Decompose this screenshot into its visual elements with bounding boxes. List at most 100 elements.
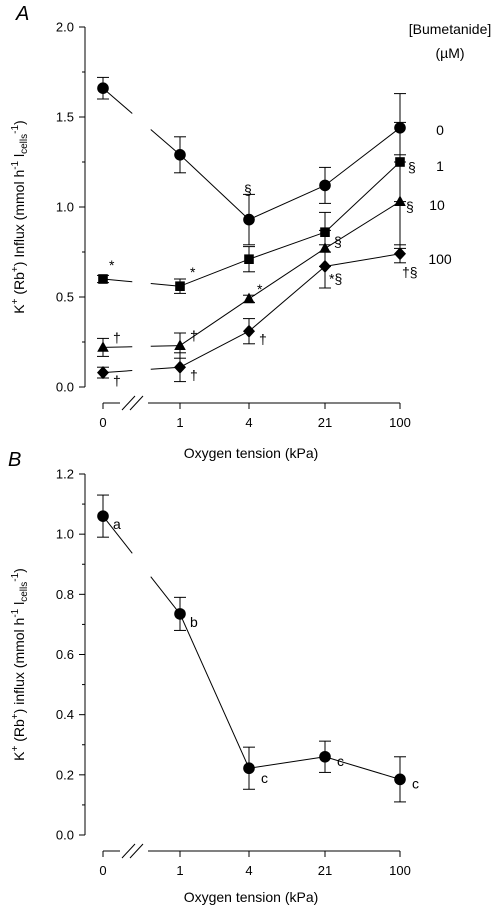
y-tick-label: 1.0	[56, 527, 74, 542]
series-line-segment	[248, 247, 326, 300]
significance-annotation: c	[337, 753, 344, 769]
x-tick-label: 1	[176, 415, 183, 430]
y-axis-label-text: K+​ (Rb+​) Influx (mmol h-1​ lcells​-1​)	[10, 120, 30, 313]
data-point	[319, 750, 331, 763]
series-line-segment	[150, 576, 181, 615]
data-point	[319, 259, 331, 273]
series-line-segment	[102, 346, 133, 348]
data-point	[174, 339, 186, 350]
significance-annotation: *	[190, 264, 196, 280]
series-line-segment	[324, 201, 401, 249]
y-tick-label: 0.8	[56, 587, 74, 602]
significance-annotation: †	[190, 328, 198, 344]
series-line-segment	[324, 253, 401, 267]
x-tick-label: 100	[389, 415, 411, 430]
data-point	[174, 360, 186, 374]
chart-panel-B: B 0.0 0.2 0.4 0.6 0.8 1.0 1.2 0 1 4 21 100 Oxygen ten…	[8, 449, 419, 905]
significance-annotation: §	[334, 233, 342, 249]
series-line-segment	[248, 266, 326, 332]
legend-title: [Bumetanide]	[409, 21, 492, 37]
series-line-segment	[248, 756, 326, 769]
x-tick-label: 1	[176, 863, 183, 878]
data-point	[97, 82, 109, 94]
x-tick-label: 21	[318, 415, 332, 430]
significance-annotation: a	[113, 516, 121, 532]
x-axis-label: Oxygen tension (kPa)	[184, 889, 319, 905]
x-tick-label: 100	[389, 863, 411, 878]
series-label-0: 0	[436, 122, 444, 138]
x-tick-label: 0	[99, 415, 106, 430]
series-0: §	[97, 76, 406, 246]
data-point	[319, 179, 331, 192]
x-tick-label: 0	[99, 863, 106, 878]
significance-annotation: §	[244, 182, 252, 198]
data-point	[394, 195, 406, 206]
axis-break-mark	[121, 395, 136, 411]
y-axis-label-1: K+​ (Rb+​) influx (mmol h-1​ lcells​-1​)	[10, 568, 30, 761]
y-tick-label: 0.2	[56, 767, 74, 782]
series-line-segment	[102, 278, 133, 283]
data-point	[97, 510, 109, 522]
data-point	[98, 274, 108, 284]
y-tick-label: 1.2	[56, 467, 74, 482]
data-point	[243, 292, 255, 304]
significance-annotation: †	[113, 373, 121, 389]
significance-annotation: *§	[329, 270, 342, 286]
significance-annotation: †	[113, 329, 121, 345]
y-tick-label: 1.5	[56, 110, 74, 125]
y-axis-label-0: K+​ (Rb+​) Influx (mmol h-1​ lcells​-1​)	[10, 120, 30, 313]
series-100: † † † *§ †§	[97, 244, 418, 389]
y-tick-label: 0.0	[56, 380, 74, 395]
series-main: a b c c c	[97, 494, 419, 803]
series-label-1: 1	[436, 158, 444, 174]
series-line-segment	[102, 87, 133, 114]
x-axis-label: Oxygen tension (kPa)	[184, 445, 319, 461]
x-tick-label: 4	[245, 415, 252, 430]
data-point	[174, 149, 186, 161]
data-point	[175, 281, 185, 291]
data-point	[97, 341, 109, 352]
series-line-segment	[179, 330, 250, 368]
significance-annotation: †	[259, 331, 267, 347]
axis-break-mark	[129, 843, 144, 859]
series-line-segment	[248, 231, 326, 260]
y-tick-label: 2.0	[56, 20, 74, 35]
y-tick-label: 0.0	[56, 828, 74, 843]
series-line-segment	[324, 756, 401, 780]
data-point	[244, 254, 254, 264]
data-point	[394, 247, 406, 261]
series-line-segment	[324, 161, 401, 233]
data-point	[243, 762, 255, 775]
significance-annotation: c	[412, 775, 419, 791]
significance-annotation: *	[257, 281, 263, 297]
series-1: * *§	[97, 121, 416, 294]
significance-annotation: b	[190, 614, 198, 630]
significance-annotation: §	[408, 159, 416, 175]
y-tick-label: 0.5	[56, 290, 74, 305]
significance-annotation: †	[190, 367, 198, 383]
y-axis-label-text: K+​ (Rb+​) influx (mmol h-1​ lcells​-1​)	[10, 568, 30, 761]
y-tick-label: 0.6	[56, 647, 74, 662]
series-line-segment	[179, 258, 250, 287]
data-point	[97, 366, 109, 380]
x-tick-label: 21	[318, 863, 332, 878]
data-point	[394, 773, 406, 786]
significance-annotation: *	[109, 257, 115, 273]
series-line-segment	[150, 129, 181, 156]
x-tick-label: 4	[245, 863, 252, 878]
axis-break-mark	[129, 395, 144, 411]
panel-label-B: B	[8, 449, 21, 471]
data-point	[174, 608, 186, 620]
significance-annotation: †§	[402, 264, 418, 280]
data-point	[243, 324, 255, 338]
series-line-segment	[179, 613, 250, 769]
series-line-segment	[179, 298, 250, 347]
series-10: † †*§§	[97, 154, 414, 359]
axis-break-mark	[121, 843, 136, 859]
series-label-10: 10	[429, 197, 445, 213]
data-point	[243, 213, 255, 226]
significance-annotation: c	[261, 770, 268, 786]
series-line-segment	[179, 154, 250, 220]
